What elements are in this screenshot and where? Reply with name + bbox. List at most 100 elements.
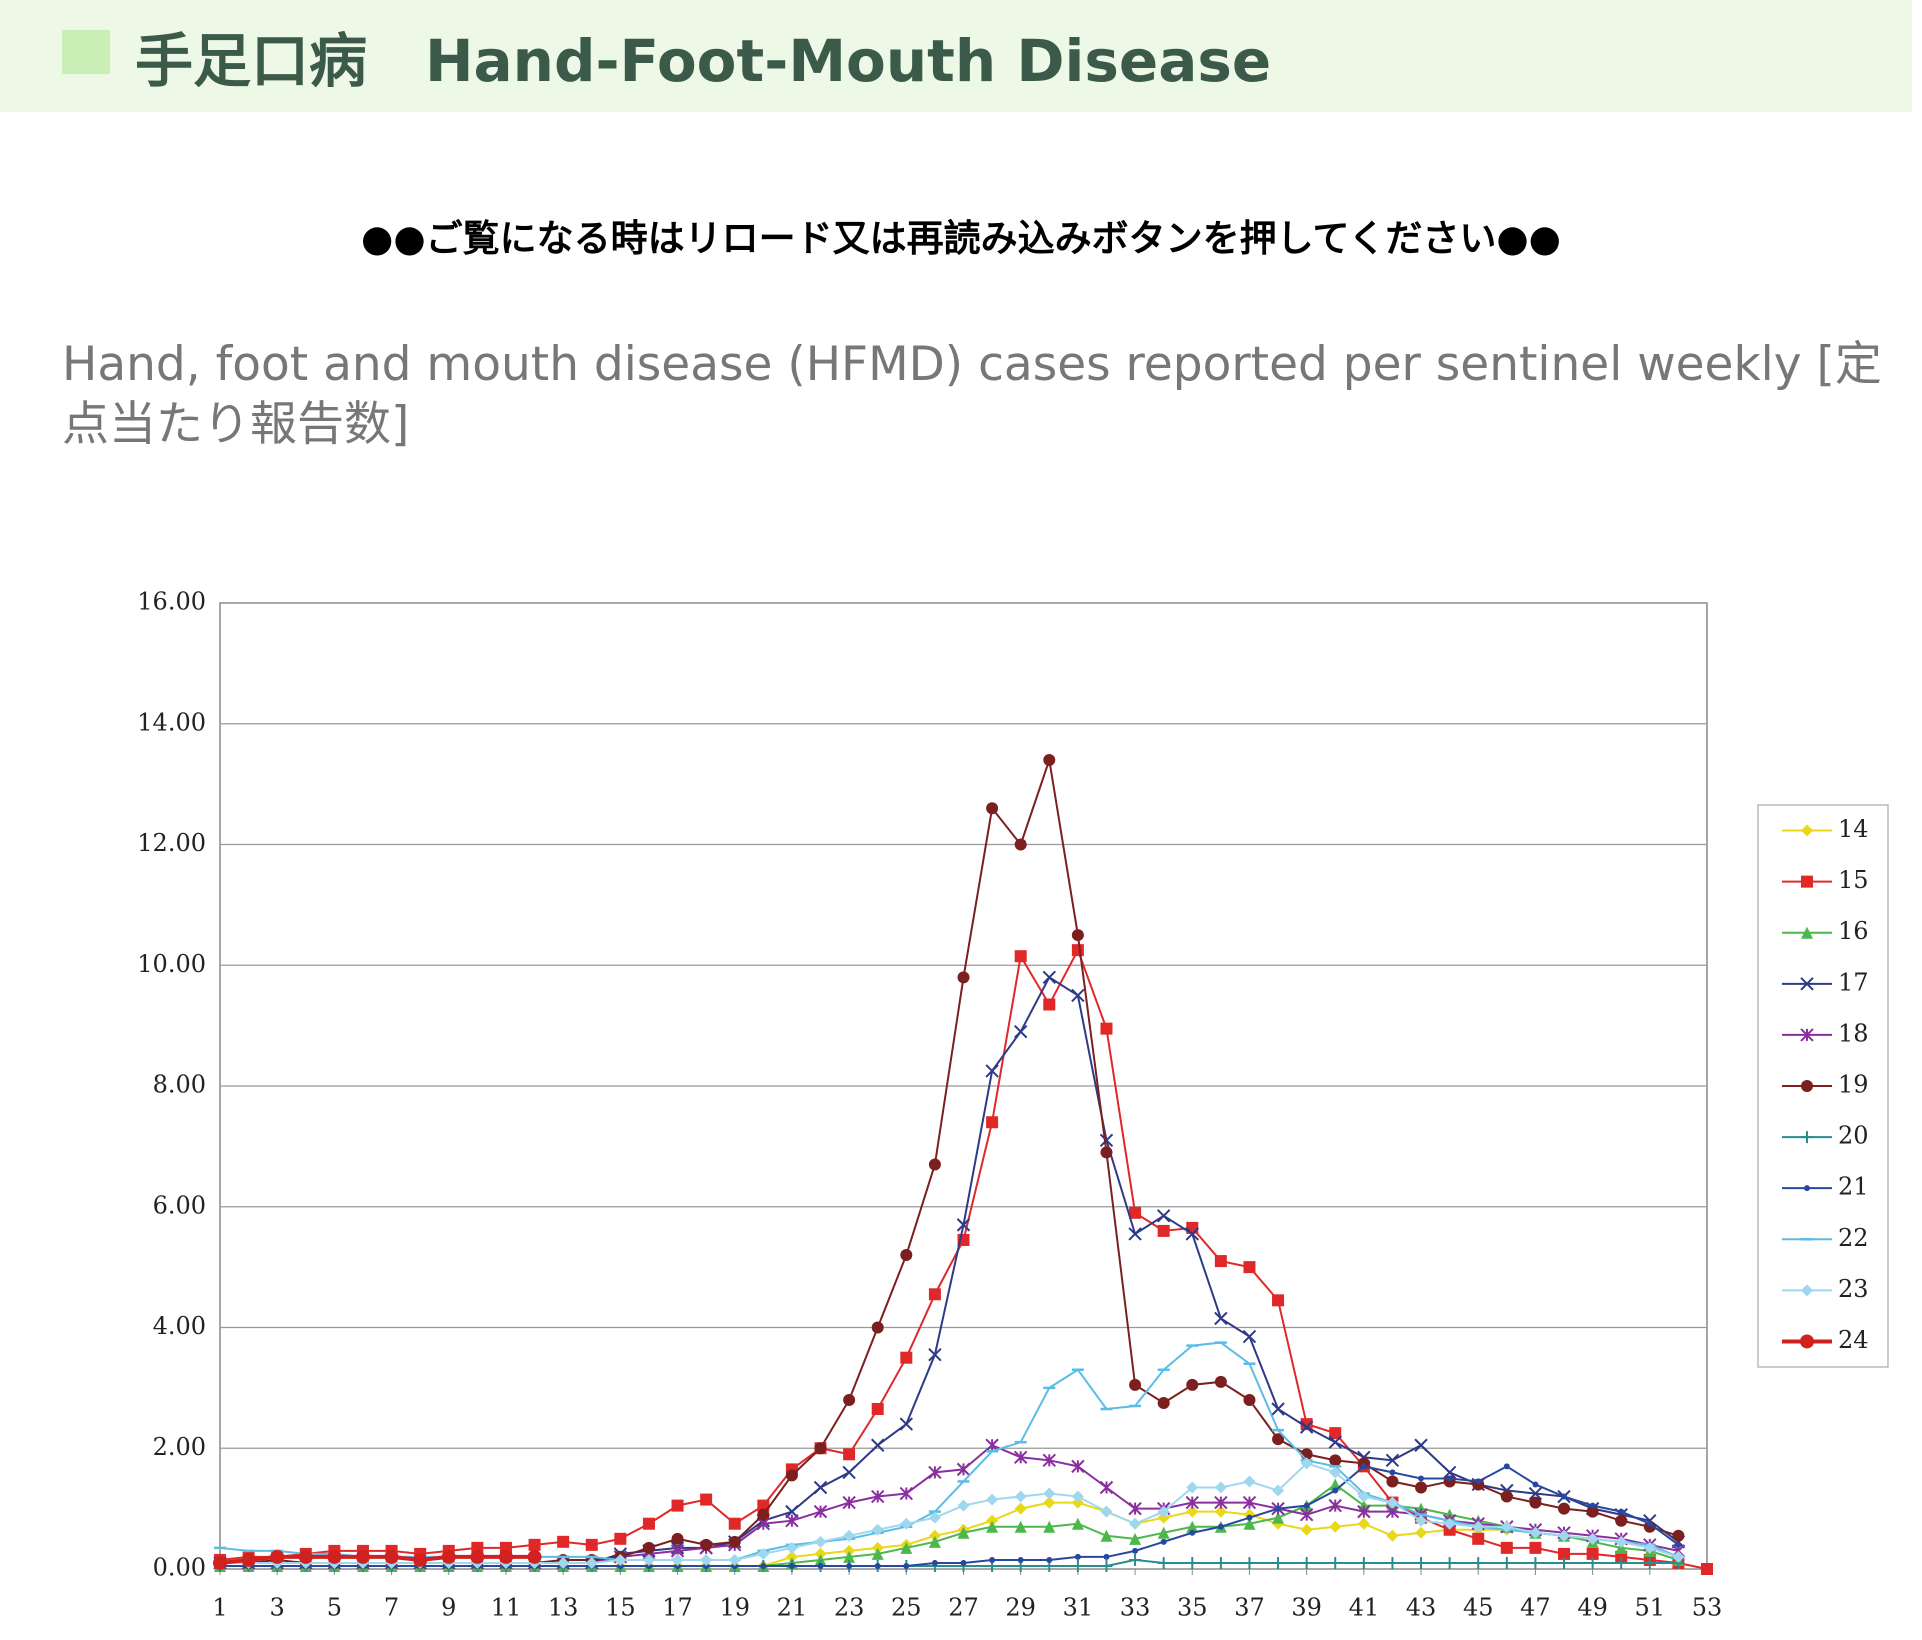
marker	[1672, 1550, 1685, 1563]
marker	[1443, 1556, 1456, 1569]
marker	[757, 1547, 770, 1560]
marker	[757, 1508, 770, 1521]
marker	[900, 1351, 913, 1364]
marker	[871, 1403, 884, 1416]
marker	[1043, 998, 1056, 1011]
marker	[1701, 1563, 1713, 1575]
marker	[700, 1538, 713, 1551]
marker	[817, 1562, 824, 1569]
marker	[843, 1550, 856, 1563]
marker	[1272, 1433, 1285, 1446]
marker	[900, 1249, 913, 1262]
marker	[1300, 1418, 1313, 1431]
marker	[1214, 1505, 1227, 1518]
x-tick-label: 43	[1406, 1594, 1437, 1622]
marker	[1272, 1511, 1285, 1524]
legend-marker	[1804, 1185, 1810, 1192]
marker	[1586, 1532, 1599, 1545]
marker	[1414, 1438, 1428, 1452]
marker	[1646, 1520, 1653, 1527]
marker	[1071, 1517, 1084, 1530]
marker	[1272, 1294, 1285, 1307]
marker	[298, 1549, 313, 1564]
marker	[1300, 1523, 1313, 1536]
marker	[1275, 1505, 1282, 1512]
marker	[1561, 1493, 1568, 1500]
y-tick-label: 0.00	[153, 1554, 206, 1582]
x-tick-label: 39	[1291, 1594, 1322, 1622]
marker	[671, 1532, 684, 1545]
marker	[1472, 1556, 1485, 1569]
marker	[1100, 1505, 1113, 1518]
x-tick-label: 45	[1463, 1594, 1494, 1622]
legend-label: 19	[1838, 1071, 1869, 1099]
marker	[1129, 1517, 1142, 1530]
marker	[327, 1549, 342, 1564]
marker	[989, 1556, 996, 1563]
marker	[1529, 1541, 1542, 1554]
legend-marker	[1801, 824, 1813, 837]
marker	[1186, 1481, 1199, 1494]
marker	[1529, 1526, 1542, 1539]
marker	[928, 1529, 941, 1542]
marker	[1299, 1420, 1314, 1434]
marker	[645, 1562, 652, 1569]
x-tick-label: 7	[384, 1594, 399, 1622]
marker	[843, 1448, 856, 1461]
marker	[871, 1547, 884, 1560]
marker	[928, 1288, 941, 1301]
marker	[1243, 1261, 1256, 1274]
marker	[899, 1486, 914, 1501]
marker	[700, 1553, 713, 1566]
marker	[1217, 1523, 1224, 1530]
marker	[1357, 1556, 1370, 1569]
marker	[1014, 950, 1027, 963]
legend-marker	[1800, 1028, 1814, 1042]
marker	[1329, 1520, 1342, 1533]
y-tick-label: 12.00	[137, 829, 206, 857]
marker	[986, 1493, 999, 1506]
marker	[814, 1547, 827, 1560]
x-tick-label: 23	[834, 1594, 865, 1622]
marker	[1500, 1556, 1513, 1569]
marker	[986, 1116, 999, 1129]
marker	[813, 1480, 828, 1495]
legend-label: 16	[1838, 917, 1869, 945]
marker	[671, 1499, 684, 1512]
marker	[1415, 1556, 1428, 1569]
marker	[1300, 1556, 1313, 1569]
marker	[1157, 1505, 1170, 1518]
marker	[1643, 1556, 1656, 1569]
marker	[642, 1553, 655, 1566]
legend-marker	[1801, 1131, 1813, 1144]
marker	[585, 1556, 598, 1569]
page-title: 手足口病 Hand-Foot-Mouth Disease	[135, 27, 1272, 95]
marker	[731, 1562, 738, 1569]
marker	[1329, 1556, 1342, 1569]
marker	[1043, 753, 1056, 766]
marker	[1528, 1486, 1543, 1501]
marker	[1046, 1556, 1053, 1563]
marker	[813, 1504, 828, 1519]
marker	[1071, 1496, 1084, 1509]
marker	[871, 1321, 884, 1334]
x-tick-label: 29	[1005, 1594, 1036, 1622]
legend-label: 14	[1838, 815, 1869, 843]
marker	[900, 1517, 913, 1530]
marker	[557, 1556, 570, 1569]
notice: ●●ご覧になる時はリロード又は再読み込みボタンを押してください●●	[361, 217, 1561, 260]
marker	[1186, 1520, 1199, 1533]
marker	[928, 1158, 941, 1171]
marker	[1243, 1556, 1256, 1569]
marker	[871, 1541, 884, 1554]
marker	[674, 1562, 681, 1569]
marker	[986, 1514, 999, 1527]
marker	[1386, 1475, 1399, 1488]
marker	[1160, 1538, 1167, 1545]
marker	[957, 1526, 970, 1539]
marker	[785, 1513, 799, 1528]
marker	[1100, 1146, 1113, 1159]
marker	[1100, 1559, 1113, 1572]
marker	[788, 1562, 795, 1569]
marker	[1415, 1481, 1428, 1494]
